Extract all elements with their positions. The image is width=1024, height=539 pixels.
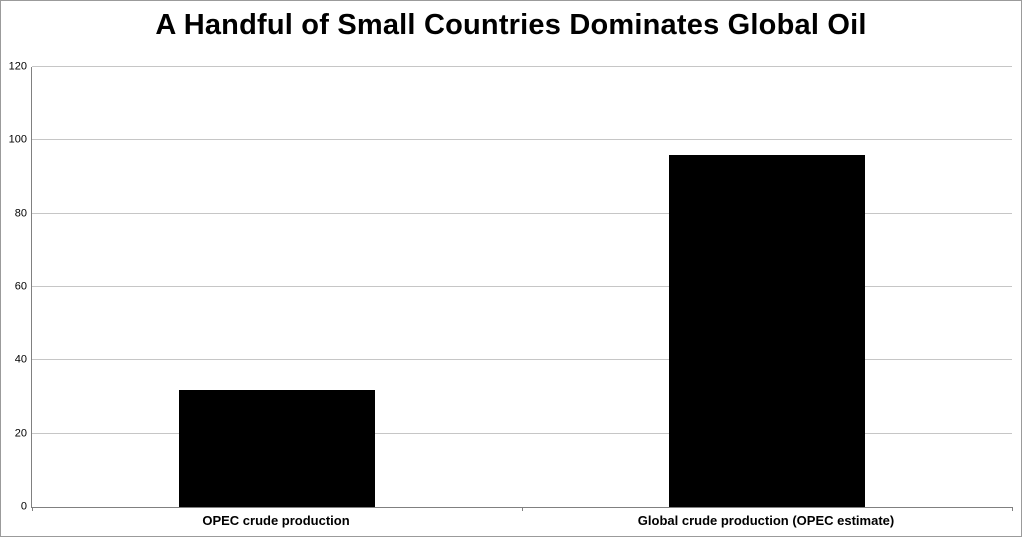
y-axis-labels: 0 20 40 60 80 100 120 — [1, 61, 27, 512]
gridline — [32, 212, 1012, 214]
chart-title: A Handful of Small Countries Dominates G… — [155, 9, 867, 41]
x-axis-tick — [1012, 507, 1013, 511]
gridline — [32, 432, 1012, 434]
x-axis-labels: OPEC crude production Global crude produc… — [31, 513, 1011, 528]
gridline — [32, 66, 1012, 67]
x-axis-tick — [522, 507, 523, 511]
y-tick-label: 60 — [14, 280, 27, 293]
x-axis-tick — [32, 507, 33, 511]
gridline — [32, 286, 1012, 287]
y-tick-label: 80 — [14, 207, 27, 220]
y-tick-label: 120 — [8, 60, 27, 73]
x-category-label: OPEC crude production — [202, 513, 350, 528]
y-tick-label: 40 — [14, 353, 27, 366]
plot-area — [31, 66, 1013, 511]
bar — [669, 155, 865, 507]
gridline — [32, 359, 1012, 361]
bar — [179, 389, 375, 507]
x-category-label: Global crude production (OPEC estimate) — [637, 513, 895, 528]
y-tick-label: 0 — [20, 500, 27, 513]
gridline — [32, 139, 1012, 141]
y-tick-label: 100 — [8, 133, 27, 146]
y-tick-label: 20 — [14, 427, 27, 440]
